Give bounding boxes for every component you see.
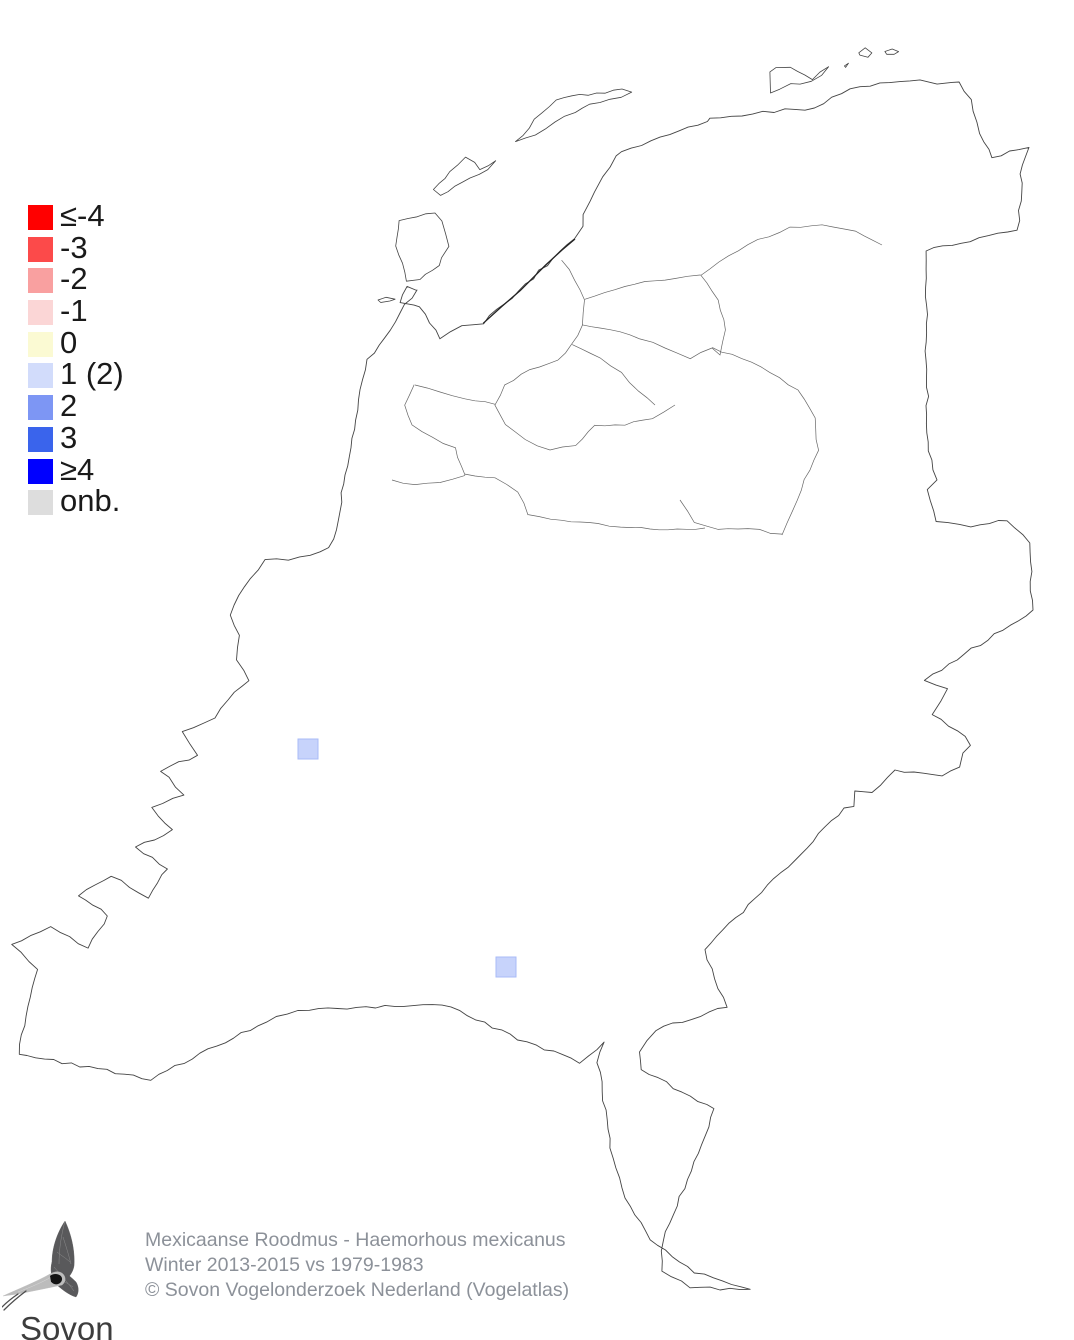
svg-text:Sovon: Sovon	[20, 1310, 114, 1340]
